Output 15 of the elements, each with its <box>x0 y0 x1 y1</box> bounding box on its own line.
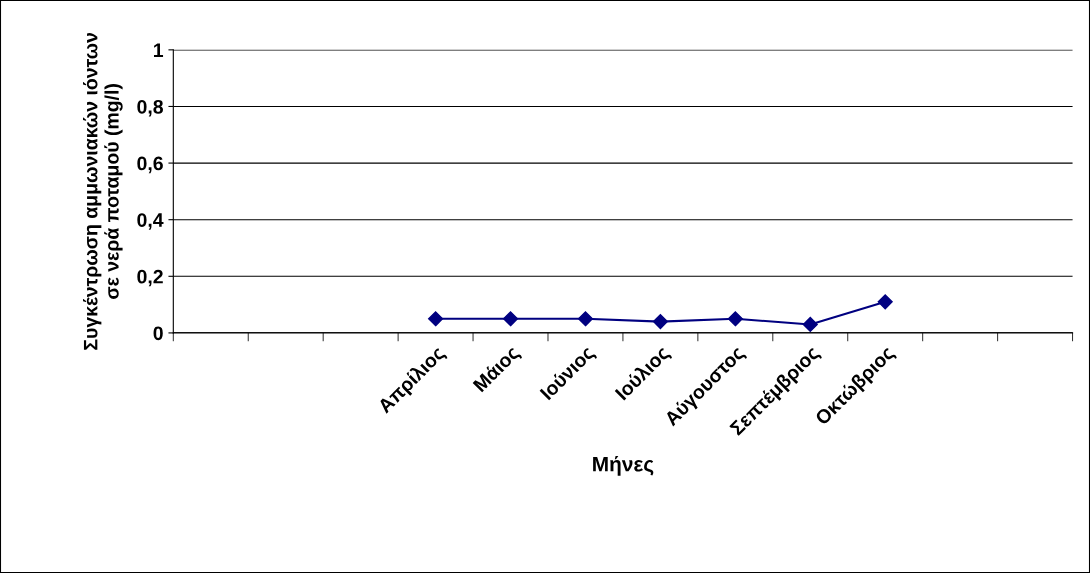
point <box>577 311 594 327</box>
y-tick-label: 0,2 <box>137 269 163 287</box>
y-tick-label: 0 <box>153 326 163 341</box>
point <box>727 311 743 327</box>
y-tick-label: 1 <box>154 43 164 57</box>
x-axis-title: Μήνες <box>593 455 654 476</box>
point <box>652 314 668 330</box>
y-tick-label: 0,4 <box>137 213 164 230</box>
point <box>428 311 444 327</box>
point <box>877 294 893 310</box>
point <box>502 311 519 327</box>
y-tick-label: 0,6 <box>137 156 163 174</box>
y-tick-label: 0,8 <box>137 99 163 117</box>
point <box>802 316 818 332</box>
y-axis-title: Συγκέντρωση αμμωνιακών ιόντων σε νερά ποταμού (mg/l) <box>83 32 123 350</box>
